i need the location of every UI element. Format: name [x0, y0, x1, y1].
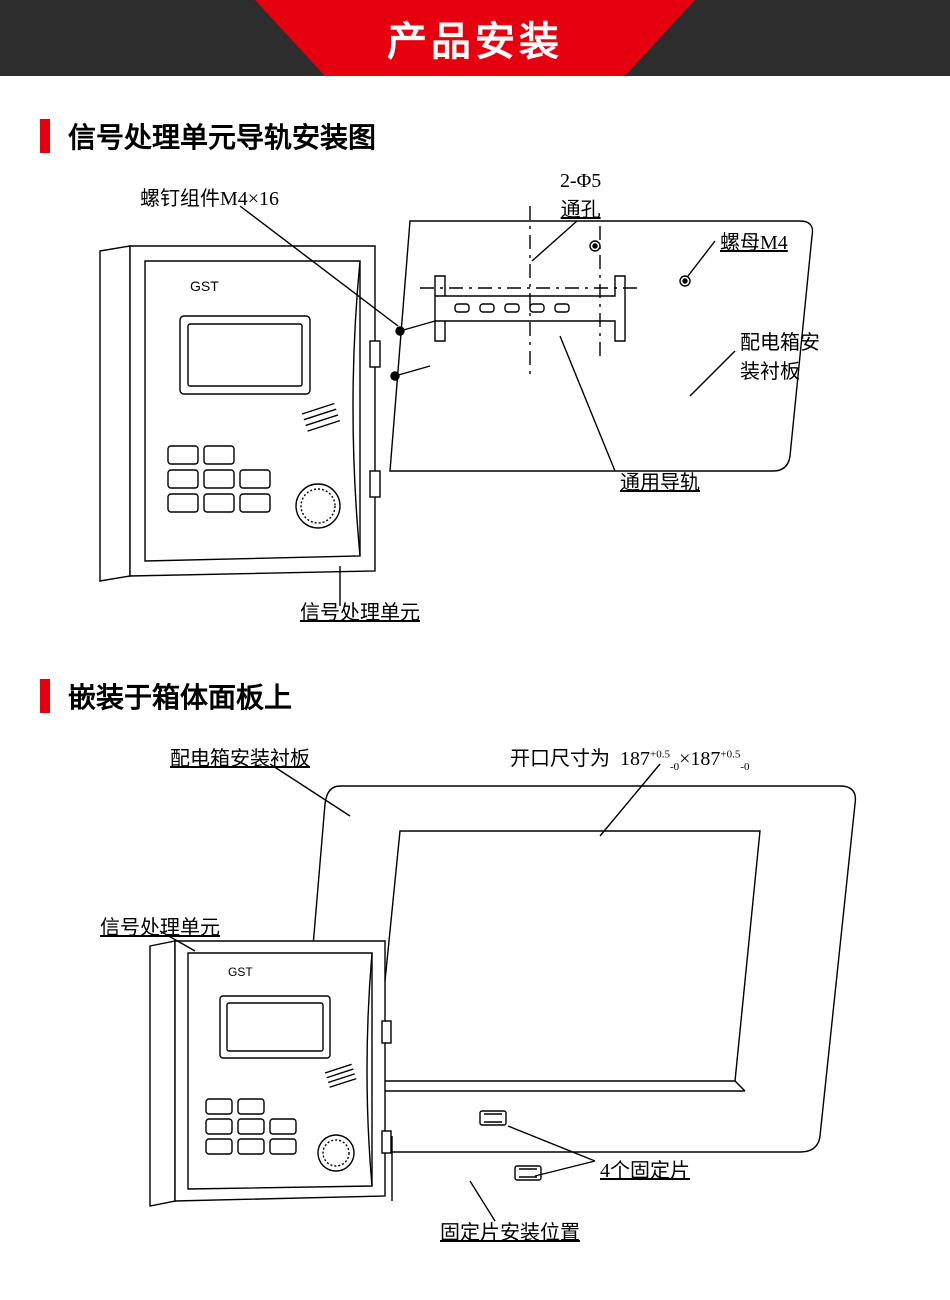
section-2-heading: 嵌装于箱体面板上	[68, 676, 292, 716]
section-1-heading: 信号处理单元导轨安装图	[68, 116, 376, 156]
label2-clips: 4个固定片	[600, 1154, 690, 1183]
label-backplate: 配电箱安装衬板	[740, 326, 820, 384]
diagram-2-svg: GST	[40, 736, 910, 1256]
label-unit: 信号处理单元	[300, 596, 420, 625]
label-nut: 螺母M4	[720, 226, 788, 255]
accent-tick-icon	[40, 679, 50, 713]
label-rail: 通用导轨	[620, 466, 700, 495]
svg-text:GST: GST	[228, 965, 253, 979]
section-title-1: 信号处理单元导轨安装图	[40, 116, 910, 156]
banner-title: 产品安装	[387, 9, 563, 67]
diagram-2: 配电箱安装衬板 开口尺寸为 187+0.5-0×187+0.5-0 信号处理单元…	[40, 736, 910, 1256]
svg-text:GST: GST	[190, 278, 219, 294]
label2-backplate: 配电箱安装衬板	[170, 742, 310, 771]
banner: 产品安装	[255, 0, 695, 76]
section-rail-install: 信号处理单元导轨安装图 螺钉组件M4×16 2-Φ5通孔 螺母M4 配电箱安装衬…	[0, 76, 950, 656]
label2-opening: 开口尺寸为 187+0.5-0×187+0.5-0	[510, 742, 750, 773]
label2-unit: 信号处理单元	[100, 911, 220, 940]
diagram-1: 螺钉组件M4×16 2-Φ5通孔 螺母M4 配电箱安装衬板 通用导轨 信号处理单…	[40, 176, 910, 646]
header-bar: 产品安装	[0, 0, 950, 76]
section-title-2: 嵌装于箱体面板上	[40, 676, 910, 716]
label-hole: 2-Φ5通孔	[560, 170, 601, 222]
accent-tick-icon	[40, 119, 50, 153]
label2-clip-pos: 固定片安装位置	[440, 1216, 580, 1245]
label-screw: 螺钉组件M4×16	[140, 182, 279, 211]
section-panel-install: 嵌装于箱体面板上 配电箱安装衬板 开口尺寸为 187+0.5-0×187+0.5…	[0, 656, 950, 1266]
